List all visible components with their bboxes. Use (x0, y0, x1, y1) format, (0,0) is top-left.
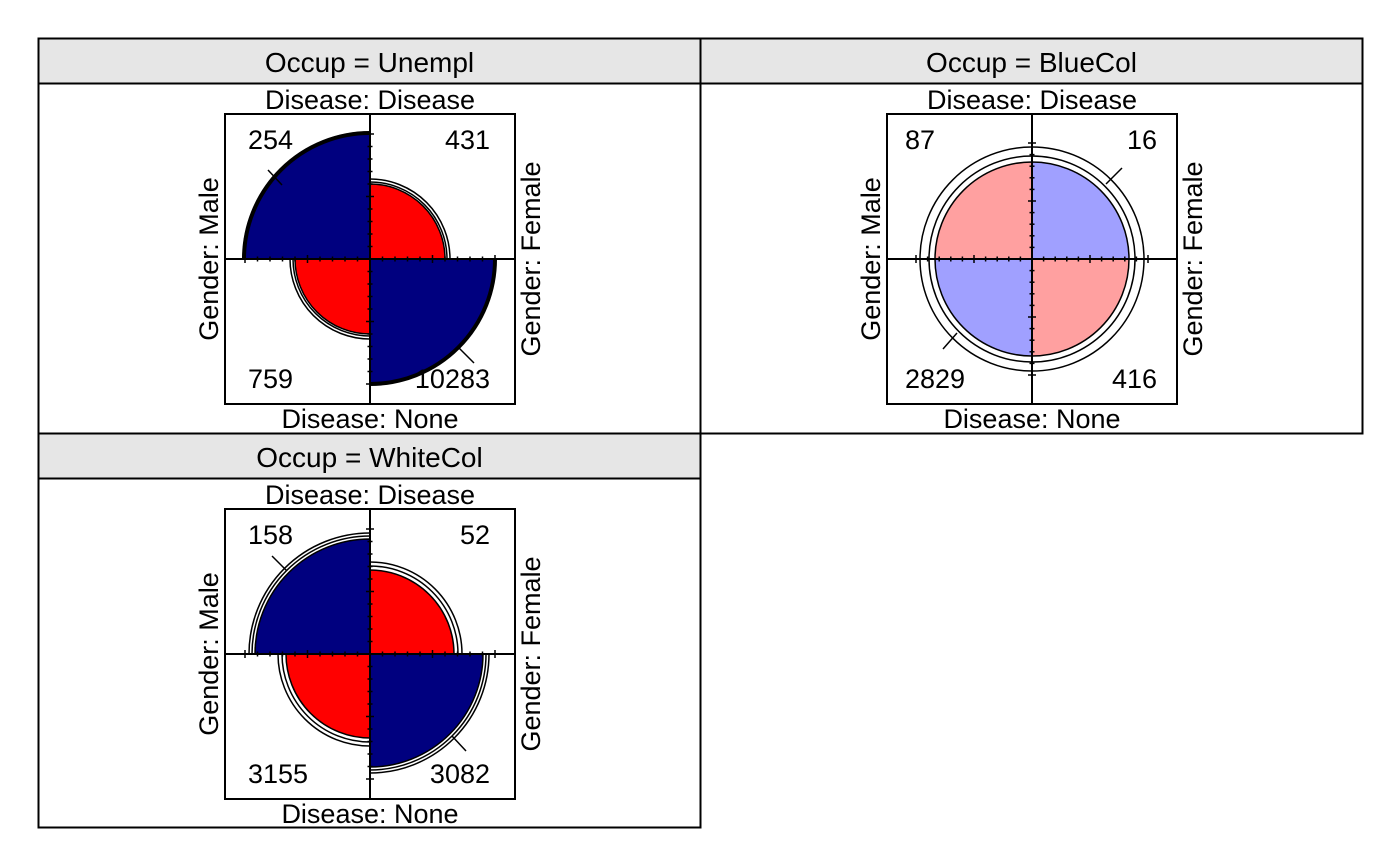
ring-female-disease (369, 181, 448, 260)
ring-female-none (369, 653, 487, 771)
leader-line-female-none (457, 346, 475, 364)
ring-female-disease (369, 565, 459, 655)
leader-line-male-disease (271, 555, 288, 572)
ring-male-disease (242, 131, 371, 260)
label-left: Gender: Male (194, 177, 224, 341)
leader-line-male-disease (267, 169, 283, 186)
quadrant-male-none (294, 258, 371, 335)
label-right: Gender: Female (516, 161, 546, 356)
ring-male-none (292, 258, 371, 337)
label-bottom: Disease: None (281, 799, 458, 829)
ring-female-disease-outer (369, 561, 463, 655)
cell-count-female-none: 3082 (430, 759, 490, 789)
panel-border (37, 477, 702, 829)
label-top: Disease: Disease (265, 480, 475, 510)
strip-label: Occup = WhiteCol (256, 442, 482, 473)
cell-count-male-none: 3155 (248, 759, 308, 789)
label-left: Gender: Male (856, 177, 886, 341)
panel-border (699, 82, 1364, 435)
cell-count-male-none: 2829 (905, 364, 965, 394)
leader-line-male-none (942, 332, 958, 350)
strip-background (37, 37, 702, 85)
cell-count-male-disease: 158 (248, 520, 293, 550)
ring-male-none (281, 653, 371, 743)
leader-line-female-disease (1105, 167, 1123, 185)
panel-whitecol: Occup = WhiteCol Disease: Disease Diseas… (37, 432, 702, 829)
quadrant-female-disease (369, 569, 455, 655)
cell-count-female-none: 416 (1112, 364, 1157, 394)
axis-ticks (915, 142, 1149, 376)
quadrant-female-none (1031, 258, 1130, 357)
quadrant-male-disease (934, 161, 1033, 260)
label-top: Disease: Disease (927, 85, 1137, 115)
label-bottom: Disease: None (281, 404, 458, 434)
strip-label: Occup = BlueCol (926, 47, 1137, 78)
cell-count-female-none: 10283 (415, 364, 490, 394)
cell-count-female-disease: 16 (1127, 125, 1157, 155)
ring-male-none-outer (277, 653, 371, 747)
quadrant-female-disease (1031, 161, 1130, 260)
quadrant-male-none (285, 653, 371, 739)
quadrant-male-disease (254, 538, 371, 655)
label-right: Gender: Female (516, 556, 546, 751)
label-left: Gender: Male (194, 572, 224, 736)
label-top: Disease: Disease (265, 85, 475, 115)
panel-bluecol: Occup = BlueCol Disease: Disease Disease… (699, 37, 1364, 435)
axis-ticks (244, 528, 496, 780)
ring-female-disease-outer (369, 178, 451, 260)
cell-count-female-disease: 431 (445, 125, 490, 155)
quadrant-male-none (934, 258, 1033, 357)
quadrant-female-none (369, 653, 484, 768)
panel-unempl: Occup = Unempl Disease: Disease Disease:… (37, 37, 702, 435)
cell-count-male-disease: 87 (905, 125, 935, 155)
axis-ticks (244, 133, 496, 385)
ring-male-none-outer (289, 258, 371, 340)
cell-count-male-disease: 254 (248, 125, 293, 155)
cell-count-male-none: 759 (248, 364, 293, 394)
strip-background (37, 432, 702, 480)
cell-count-female-disease: 52 (460, 520, 490, 550)
quadrant-female-disease (369, 183, 446, 260)
label-right: Gender: Female (1178, 161, 1208, 356)
leader-line-female-none (451, 735, 467, 752)
strip-label: Occup = Unempl (265, 47, 474, 78)
label-bottom: Disease: None (943, 404, 1120, 434)
